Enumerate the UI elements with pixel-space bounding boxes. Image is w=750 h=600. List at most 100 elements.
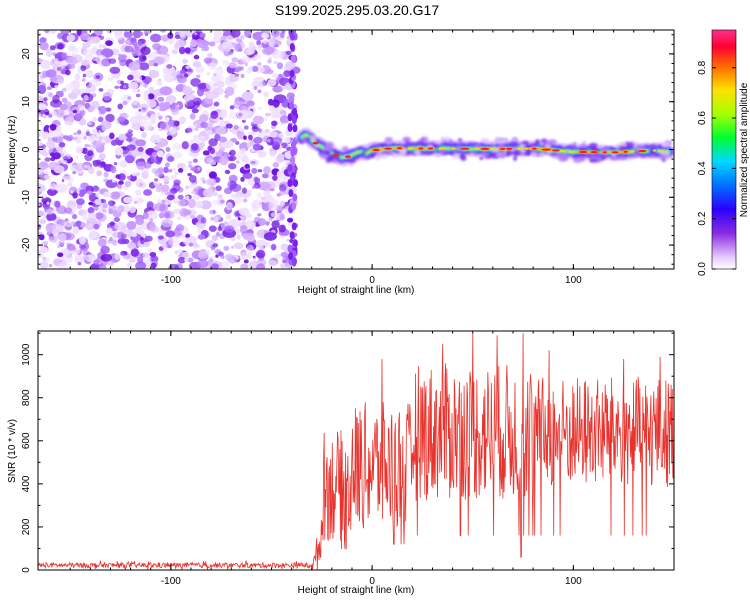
noise-blob xyxy=(169,40,174,45)
noise-blob xyxy=(263,232,277,241)
noise-blob xyxy=(288,252,294,260)
noise-blob xyxy=(292,107,298,116)
track-halo xyxy=(648,148,657,154)
noise-blob xyxy=(105,107,112,112)
noise-blob xyxy=(182,58,189,64)
noise-blob xyxy=(200,121,209,128)
noise-blob xyxy=(128,61,141,71)
noise-blob xyxy=(108,208,114,215)
noise-blob xyxy=(87,121,92,125)
noise-blob xyxy=(292,257,297,266)
noise-blob xyxy=(87,106,95,112)
track-halo xyxy=(306,136,311,141)
noise-blob xyxy=(268,259,277,267)
noise-blob xyxy=(213,30,224,38)
noise-blob xyxy=(160,184,170,192)
noise-blob xyxy=(264,30,270,35)
noise-blob xyxy=(218,147,225,153)
track-halo xyxy=(603,146,610,152)
noise-blob xyxy=(166,200,171,204)
noise-blob xyxy=(38,162,49,171)
noise-blob xyxy=(159,121,172,131)
noise-blob xyxy=(111,239,117,244)
noise-blob xyxy=(167,169,173,173)
noise-blob xyxy=(119,59,127,67)
noise-blob xyxy=(244,30,252,38)
noise-blob xyxy=(172,151,183,159)
y-tick-label: 400 xyxy=(21,475,32,492)
noise-blob xyxy=(130,248,140,257)
noise-blob xyxy=(291,222,297,231)
noise-blob xyxy=(49,30,57,34)
noise-blob xyxy=(234,73,240,77)
noise-blob xyxy=(240,214,247,222)
noise-blob xyxy=(127,96,131,100)
track-halo xyxy=(479,156,484,160)
noise-blob xyxy=(207,94,212,99)
noise-blob xyxy=(45,30,50,33)
noise-blob xyxy=(175,224,185,232)
noise-blob xyxy=(270,212,278,218)
track-halo xyxy=(544,143,551,149)
noise-blob xyxy=(164,74,174,83)
noise-blob xyxy=(236,160,240,164)
track-halo xyxy=(505,149,511,157)
noise-blob xyxy=(43,174,51,180)
noise-blob xyxy=(151,152,158,157)
noise-blob xyxy=(138,182,144,187)
noise-blob xyxy=(43,124,51,134)
y-tick-label: -10 xyxy=(21,190,32,205)
track-halo xyxy=(501,139,507,143)
noise-blob xyxy=(179,46,186,55)
hotspot-core xyxy=(623,150,628,153)
noise-blob xyxy=(276,40,282,46)
hotspot-core xyxy=(372,148,380,152)
noise-blob xyxy=(79,118,87,126)
track-halo xyxy=(580,143,587,149)
noise-blob xyxy=(284,136,291,143)
noise-blob xyxy=(264,128,271,133)
noise-blob xyxy=(87,166,95,174)
noise-blob xyxy=(123,85,127,89)
track-halo xyxy=(384,136,393,143)
noise-blob xyxy=(237,152,248,161)
noise-blob xyxy=(43,97,48,102)
noise-blob xyxy=(117,103,123,110)
noise-blob xyxy=(240,263,249,269)
noise-blob xyxy=(167,32,174,39)
noise-blob xyxy=(177,194,184,200)
noise-blob xyxy=(57,252,64,258)
x-tick-label: 100 xyxy=(565,275,582,286)
noise-blob xyxy=(75,114,82,119)
noise-blob xyxy=(202,150,210,156)
noise-blob xyxy=(235,141,240,145)
noise-blob xyxy=(172,183,181,192)
noise-blob xyxy=(172,142,181,151)
noise-blob xyxy=(72,226,80,235)
noise-blob xyxy=(239,66,244,71)
noise-blob xyxy=(264,117,268,121)
noise-blob xyxy=(166,64,173,69)
noise-blob xyxy=(221,113,224,117)
noise-blob xyxy=(80,109,86,116)
noise-blob xyxy=(158,212,165,219)
noise-blob xyxy=(262,39,268,44)
noise-blob xyxy=(228,152,232,156)
hotspot-minor xyxy=(629,150,635,153)
y-tick-label: 800 xyxy=(21,389,32,406)
noise-blob xyxy=(243,232,255,241)
noise-blob xyxy=(82,42,91,49)
noise-blob xyxy=(258,80,266,88)
noise-blob xyxy=(187,257,194,263)
noise-blob xyxy=(45,208,54,215)
noise-blob xyxy=(48,113,53,118)
noise-blob xyxy=(194,123,198,128)
noise-blob xyxy=(52,231,59,237)
noise-blob xyxy=(102,191,112,198)
track-halo xyxy=(476,143,481,149)
noise-blob xyxy=(58,142,66,148)
noise-blob xyxy=(233,242,244,250)
noise-blob xyxy=(127,242,137,249)
noise-blob xyxy=(220,261,230,269)
